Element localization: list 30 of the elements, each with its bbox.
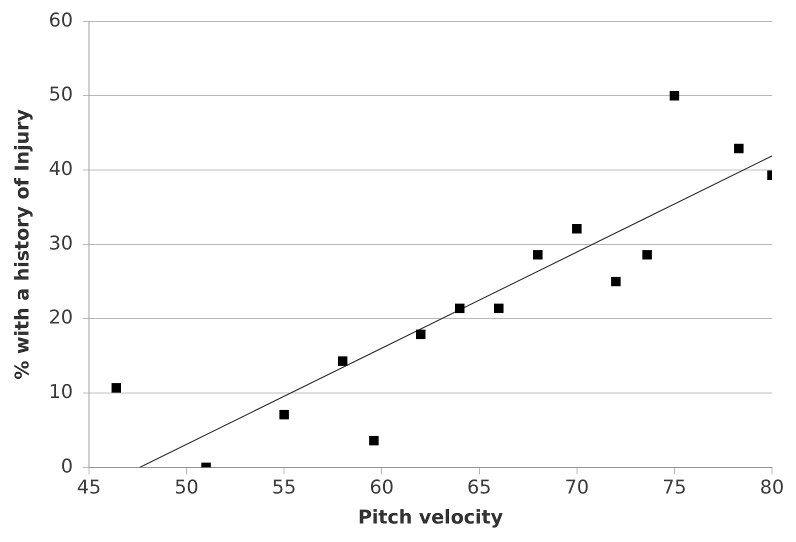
point [416,330,426,340]
point [338,356,348,366]
y-tick-label: 60 [48,9,73,32]
point [734,144,744,154]
y-tick-label: 50 [48,84,73,106]
point [455,304,465,314]
x-tick-label: 75 [662,476,687,499]
x-tick-label: 65 [467,476,492,499]
point [112,383,122,393]
point [611,276,621,286]
x-tick-label: 80 [760,476,784,499]
x-tick-label: 55 [272,476,296,499]
x-tick-label: 45 [76,476,102,499]
point [279,410,289,420]
point [494,304,504,314]
x-tick-label: 60 [370,476,394,499]
y-tick-label: 30 [48,232,73,254]
point [533,250,543,260]
point [369,436,379,446]
x-tick-label: 50 [174,476,199,499]
point [642,250,652,260]
y-axis-title: % with a history of Injury [11,108,34,380]
x-axis-title: Pitch velocity [358,506,504,529]
y-tick-label: 10 [48,381,73,404]
point [572,224,582,234]
x-tick-label: 70 [564,476,589,499]
y-tick-label: 40 [48,158,73,180]
y-tick-label: 0 [60,455,73,478]
point [670,90,680,100]
y-tick-label: 20 [48,306,73,329]
